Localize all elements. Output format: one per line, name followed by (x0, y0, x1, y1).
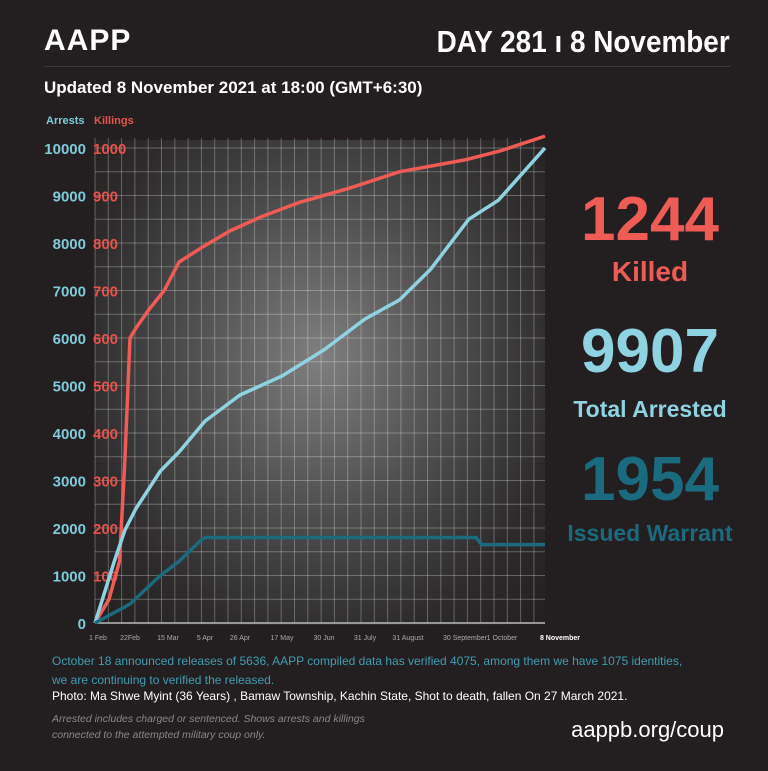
x-tick-label: 5 Apr (197, 635, 214, 642)
x-tick-label: 15 Mar (157, 635, 179, 642)
x-tick-label: 31 July (354, 635, 377, 642)
y-tick-killings: 200 (93, 521, 118, 538)
killed-label: Killed (611, 256, 689, 287)
day-title: DAY 281 ı 8 November (436, 24, 730, 59)
y-tick-arrests: 8000 (53, 236, 86, 253)
legend-killings: Killings (94, 115, 134, 127)
x-tick-label: 30 September (443, 635, 488, 642)
y-tick-arrests: 5000 (53, 379, 86, 396)
y-tick-killings: 300 (93, 474, 118, 491)
warrant-label: Issued Warrant (567, 520, 733, 546)
y-tick-arrests: 2000 (53, 521, 86, 538)
photo-caption: Photo: Ma Shwe Myint (36 Years) , Bamaw … (52, 689, 628, 703)
y-tick-arrests: 0 (78, 616, 86, 633)
killed-count: 1244 (581, 185, 719, 254)
y-tick-arrests: 1000 (53, 569, 86, 586)
x-tick-label: 26 Apr (230, 635, 251, 642)
release-note: October 18 announced releases of 5636, A… (52, 654, 683, 687)
website-link[interactable]: aappb.org/coup (571, 717, 724, 742)
x-tick-label: 31 August (392, 635, 423, 642)
victim-photo (95, 140, 545, 625)
y-tick-killings: 1000 (93, 141, 126, 158)
arrested-count: 9907 (581, 317, 719, 386)
y-tick-arrests: 6000 (53, 331, 86, 348)
x-tick-label: 30 Jun (313, 635, 334, 642)
arrested-label: Total Arrested (573, 396, 727, 422)
y-tick-arrests: 9000 (53, 189, 86, 206)
x-tick-label: 1 Feb (89, 635, 107, 642)
x-tick-label: 22Feb (120, 635, 140, 642)
series-line-issued-warrant (94, 535, 545, 625)
divider (44, 66, 730, 67)
legend-arrests: Arrests (46, 115, 85, 127)
y-tick-killings: 500 (93, 379, 118, 396)
x-tick-label: 1 October (487, 635, 518, 642)
brand-title: AAPP (44, 24, 132, 57)
disclaimer: Arrested includes charged or sentenced. … (52, 713, 365, 741)
y-tick-killings: 400 (93, 426, 118, 443)
y-tick-arrests: 10000 (44, 141, 86, 158)
series-line-arrests (93, 146, 547, 624)
y-tick-arrests: 7000 (53, 284, 86, 301)
x-tick-label: 17 May (271, 635, 294, 642)
y-tick-arrests: 4000 (53, 426, 86, 443)
series-line-killings (93, 134, 546, 624)
updated-text: Updated 8 November 2021 at 18:00 (GMT+6:… (44, 78, 423, 97)
y-tick-killings: 700 (93, 284, 118, 301)
y-tick-killings: 800 (93, 236, 118, 253)
y-tick-killings: 900 (93, 189, 118, 206)
warrant-count: 1954 (581, 445, 719, 514)
y-tick-arrests: 3000 (53, 474, 86, 491)
y-tick-killings: 600 (93, 331, 118, 348)
x-tick-label: 8 November (540, 635, 580, 642)
